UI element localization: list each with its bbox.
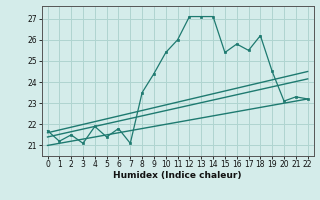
X-axis label: Humidex (Indice chaleur): Humidex (Indice chaleur) [113, 171, 242, 180]
